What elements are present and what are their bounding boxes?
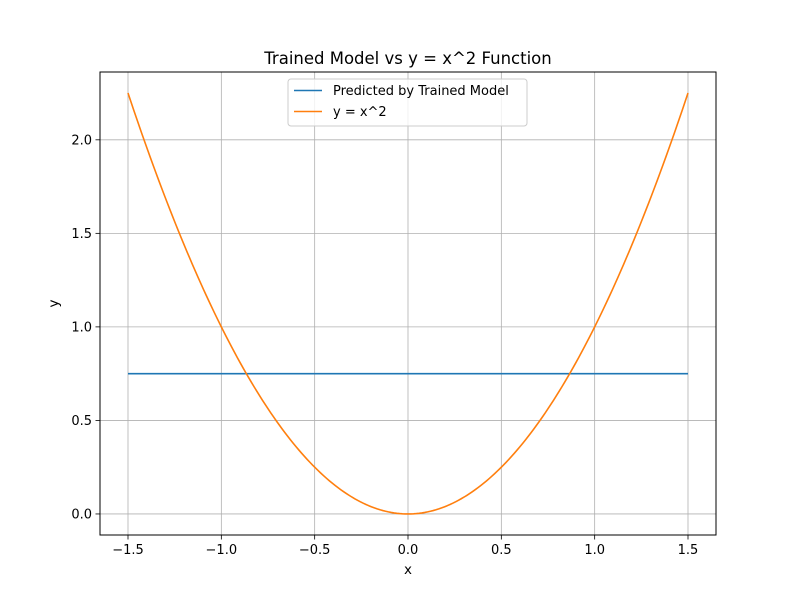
x-tick-label: −0.5 <box>299 543 331 558</box>
y-tick-label: 1.0 <box>71 320 92 335</box>
x-axis-label: x <box>404 562 412 578</box>
chart-title: Trained Model vs y = x^2 Function <box>263 49 551 68</box>
y-axis-label: y <box>46 300 62 308</box>
y-tick-label: 2.0 <box>71 133 92 148</box>
legend-label: y = x^2 <box>333 105 387 120</box>
x-tick-label: 0.0 <box>398 543 419 558</box>
legend: Predicted by Trained Model y = x^2 <box>287 78 528 127</box>
y-tick-label: 0.5 <box>71 414 92 429</box>
ticks: −1.5 −1.0 −0.5 0.0 0.5 1.0 1.5 0.0 0.5 1.0 1.5 2.0 <box>71 133 698 558</box>
x-tick-label: 0.5 <box>491 543 512 558</box>
x-tick-label: −1.5 <box>112 543 144 558</box>
y-tick-label: 0.0 <box>71 507 92 522</box>
x-tick-label: −1.0 <box>206 543 238 558</box>
legend-box <box>287 78 528 127</box>
x-tick-label: 1.0 <box>584 543 605 558</box>
x-tick-label: 1.5 <box>678 543 699 558</box>
x-squared-series-line <box>127 92 689 515</box>
series-layer <box>127 92 689 515</box>
y-tick-label: 1.5 <box>71 227 92 242</box>
legend-label: Predicted by Trained Model <box>333 84 509 99</box>
grid <box>100 72 716 535</box>
